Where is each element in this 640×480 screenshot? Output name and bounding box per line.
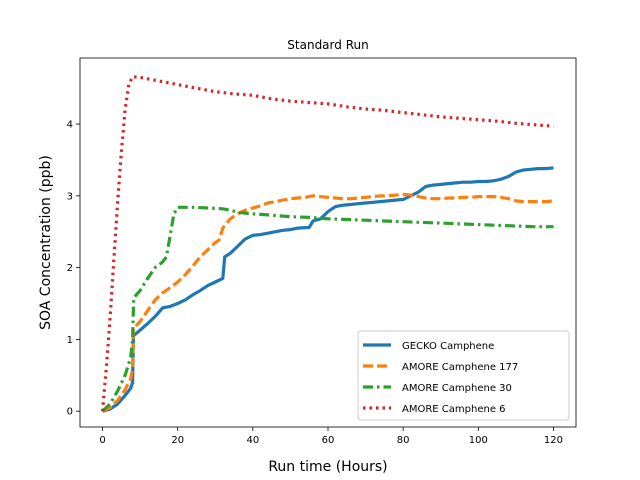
legend-label: AMORE Camphene 6 (402, 404, 506, 415)
series-line-4 (100, 75, 554, 412)
chart-title: Standard Run (287, 38, 368, 52)
x-axis-label: Run time (Hours) (268, 459, 387, 475)
x-tick-label: 20 (171, 435, 184, 446)
series-line-1 (102, 166, 554, 413)
y-tick-label: 2 (67, 263, 73, 274)
x-tick-label: 60 (322, 435, 335, 446)
x-tick-label: 80 (397, 435, 410, 446)
x-axis-ticks: 0 20 40 60 80 100 120 (99, 427, 563, 446)
legend-label: AMORE Camphene 177 (402, 362, 518, 373)
x-tick-label: 40 (246, 435, 259, 446)
series-line-2 (101, 192, 554, 413)
series-layer (100, 75, 554, 413)
y-tick-label: 4 (67, 120, 73, 131)
x-tick-label: 120 (544, 435, 563, 446)
y-tick-label: 0 (67, 407, 73, 418)
y-tick-label: 3 (67, 191, 73, 202)
legend-frame (357, 330, 570, 421)
legend-label: GECKO Camphene (402, 341, 494, 352)
legend-label: AMORE Camphene 30 (402, 383, 512, 394)
legend: GECKO Camphene AMORE Camphene 177 AMORE Ca… (357, 330, 570, 421)
x-tick-label: 100 (469, 435, 488, 446)
y-tick-label: 1 (67, 335, 73, 346)
y-axis-ticks: 0 1 2 3 4 (67, 120, 80, 418)
x-tick-label: 0 (99, 435, 105, 446)
series-line-3 (101, 205, 554, 413)
y-axis-label: SOA Concentration (ppb) (38, 155, 54, 330)
plot-frame (79, 57, 577, 428)
